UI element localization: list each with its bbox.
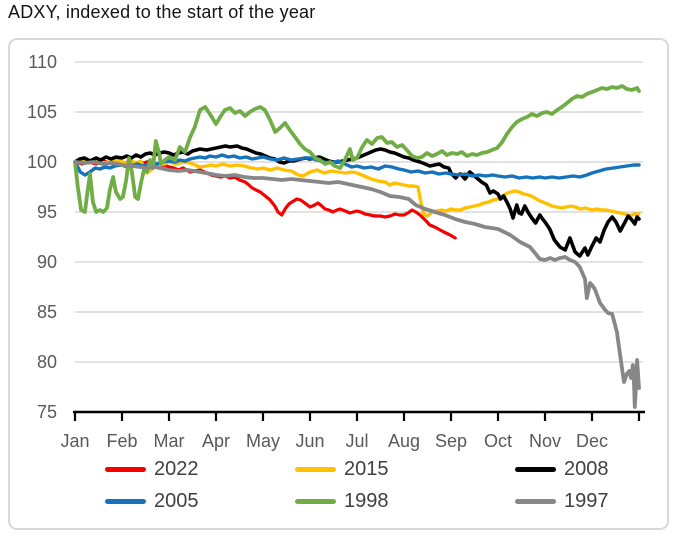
x-axis xyxy=(73,410,645,421)
x-axis-month-label: Oct xyxy=(484,431,512,451)
x-axis-month-label: Feb xyxy=(106,431,137,451)
chart-frame: 75 80 85 90 95 100 105 110 Jan Feb Mar Apr May Jun Jul… xyxy=(8,38,669,530)
x-axis-month-label: Jul xyxy=(345,431,368,451)
series-line-2008 xyxy=(73,144,641,258)
chart-title: ADXY, indexed to the start of the year xyxy=(8,2,316,22)
x-axis-month-label: Aug xyxy=(388,431,420,451)
x-axis-month-label: Jan xyxy=(60,431,89,451)
y-axis-tick-label: 105 xyxy=(27,102,57,122)
y-axis-tick-label: 90 xyxy=(37,252,57,272)
y-axis-tick-label: 110 xyxy=(28,52,57,72)
x-axis-month-label: Apr xyxy=(202,431,230,451)
series-line-1997 xyxy=(73,160,641,409)
x-axis-month-label: Nov xyxy=(529,431,561,451)
x-axis-month-label: May xyxy=(246,431,280,451)
x-axis-month-label: Mar xyxy=(154,431,185,451)
plot-area: 75 80 85 90 95 100 105 110 Jan Feb Mar Apr May Jun Jul… xyxy=(27,52,645,451)
y-axis-tick-label: 75 xyxy=(37,402,57,422)
series-line-1998 xyxy=(73,84,641,214)
y-axis-tick-label: 85 xyxy=(37,302,57,322)
x-axis-month-label: Dec xyxy=(576,431,608,451)
y-axis-tick-label: 80 xyxy=(37,352,57,372)
y-axis-tick-label: 95 xyxy=(37,202,57,222)
y-axis-tick-labels: 75 80 85 90 95 100 105 110 xyxy=(27,52,57,422)
x-axis-month-label: Jun xyxy=(295,431,324,451)
x-axis-month-labels: Jan Feb Mar Apr May Jun Jul Aug Sep Oct Nov Dec xyxy=(60,431,608,451)
x-axis-month-label: Sep xyxy=(435,431,467,451)
y-axis-tick-label: 100 xyxy=(27,152,57,172)
